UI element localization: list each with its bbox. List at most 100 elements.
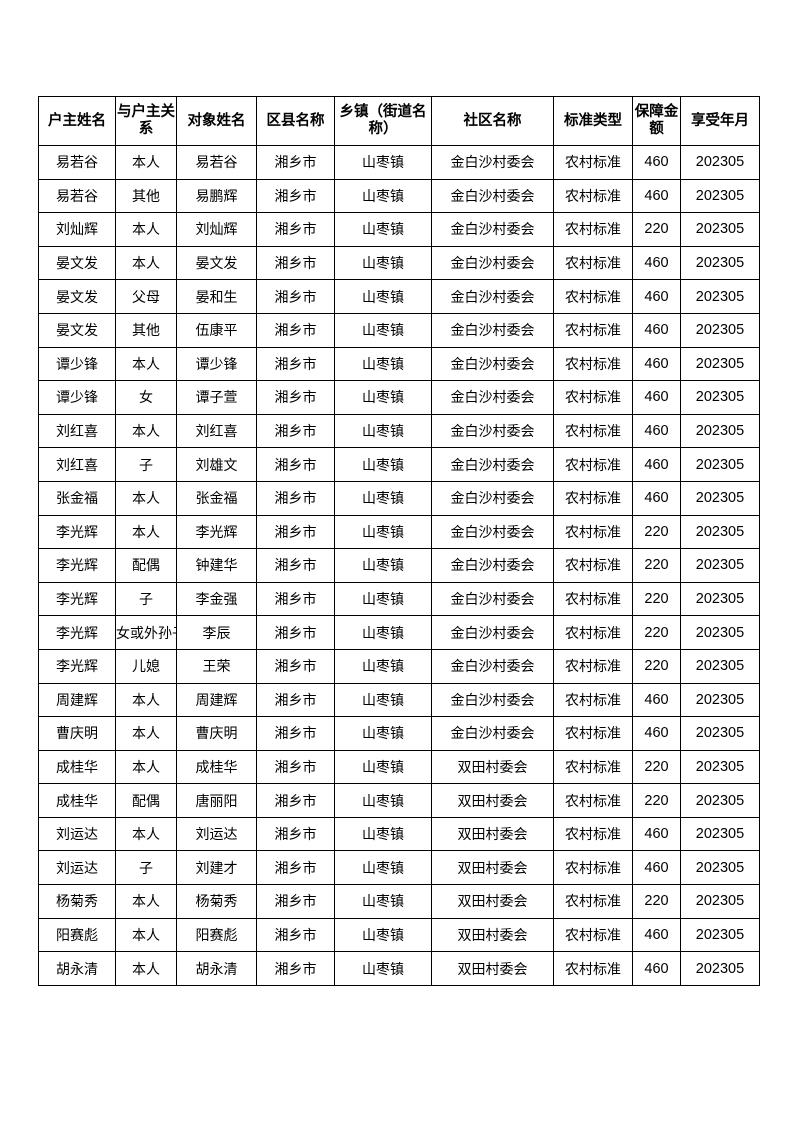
cell-month: 202305 <box>680 716 760 751</box>
cell-relation: 本人 <box>115 682 177 718</box>
cell-month: 202305 <box>680 548 760 583</box>
cell-community: 金白沙村委会 <box>431 716 554 751</box>
cell-amount: 460 <box>632 145 681 180</box>
cell-recipient-name: 晏文发 <box>176 245 257 281</box>
cell-standard-type: 农村标准 <box>553 548 633 583</box>
cell-community: 金白沙村委会 <box>431 380 554 415</box>
cell-amount: 460 <box>632 850 681 886</box>
cell-town: 山枣镇 <box>334 581 432 617</box>
table-row: 阳赛彪 本人 阳赛彪 湘乡市 山枣镇 双田村委会 农村标准 460 202305 <box>38 917 760 953</box>
cell-amount: 460 <box>632 346 681 382</box>
cell-town: 山枣镇 <box>334 480 432 516</box>
cell-standard-type: 农村标准 <box>553 346 633 382</box>
cell-month: 202305 <box>680 514 760 550</box>
cell-recipient-name: 谭少锋 <box>176 346 257 382</box>
table-row: 刘灿辉 本人 刘灿辉 湘乡市 山枣镇 金白沙村委会 农村标准 220 202305 <box>38 212 760 247</box>
cell-community: 金白沙村委会 <box>431 312 554 348</box>
cell-householder-name: 谭少锋 <box>38 380 116 415</box>
cell-householder-name: 成桂华 <box>38 749 116 785</box>
cell-recipient-name: 王荣 <box>176 648 257 684</box>
cell-community: 金白沙村委会 <box>431 178 554 214</box>
cell-standard-type: 农村标准 <box>553 682 633 718</box>
cell-amount: 460 <box>632 917 681 953</box>
cell-recipient-name: 刘灿辉 <box>176 212 257 247</box>
cell-month: 202305 <box>680 615 760 650</box>
cell-amount: 460 <box>632 380 681 415</box>
cell-standard-type: 农村标准 <box>553 178 633 214</box>
cell-month: 202305 <box>680 816 760 852</box>
cell-community: 金白沙村委会 <box>431 480 554 516</box>
cell-relation: 本人 <box>115 917 177 953</box>
cell-community: 金白沙村委会 <box>431 648 554 684</box>
cell-amount: 460 <box>632 178 681 214</box>
cell-amount: 220 <box>632 581 681 617</box>
cell-county: 湘乡市 <box>256 884 335 919</box>
cell-month: 202305 <box>680 884 760 919</box>
cell-relation: 本人 <box>115 951 177 986</box>
cell-householder-name: 刘红喜 <box>38 447 116 482</box>
cell-standard-type: 农村标准 <box>553 145 633 180</box>
cell-relation: 本人 <box>115 884 177 919</box>
table-row: 刘红喜子刘雄文 湘乡市 山枣镇 金白沙村委会 农村标准 460 202305 <box>38 447 760 482</box>
cell-town: 山枣镇 <box>334 917 432 953</box>
cell-householder-name: 晏文发 <box>38 279 116 314</box>
cell-standard-type: 农村标准 <box>553 951 633 986</box>
table-row: 谭少锋女谭子萱 湘乡市 山枣镇 金白沙村委会 农村标准 460 202305 <box>38 380 760 415</box>
cell-amount: 460 <box>632 279 681 314</box>
cell-standard-type: 农村标准 <box>553 749 633 785</box>
cell-town: 山枣镇 <box>334 245 432 281</box>
cell-householder-name: 李光辉 <box>38 615 116 650</box>
cell-standard-type: 农村标准 <box>553 716 633 751</box>
cell-town: 山枣镇 <box>334 346 432 382</box>
cell-amount: 220 <box>632 648 681 684</box>
cell-community: 金白沙村委会 <box>431 245 554 281</box>
cell-month: 202305 <box>680 480 760 516</box>
cell-month: 202305 <box>680 581 760 617</box>
cell-town: 山枣镇 <box>334 380 432 415</box>
cell-relation: 女 <box>115 380 177 415</box>
table-row: 谭少锋 本人 谭少锋 湘乡市 山枣镇 金白沙村委会 农村标准 460 202305 <box>38 346 760 382</box>
table-row: 易若谷 本人 易若谷 湘乡市 山枣镇 金白沙村委会 农村标准 460 202305 <box>38 145 760 180</box>
cell-amount: 460 <box>632 951 681 986</box>
cell-recipient-name: 伍康平 <box>176 312 257 348</box>
cell-householder-name: 刘运达 <box>38 816 116 852</box>
cell-county: 湘乡市 <box>256 548 335 583</box>
cell-standard-type: 农村标准 <box>553 783 633 818</box>
cell-county: 湘乡市 <box>256 615 335 650</box>
table-row: 晏文发 其他 伍康平 湘乡市 山枣镇 金白沙村委会 农村标准 460 202305 <box>38 312 760 348</box>
cell-relation: 其他 <box>115 178 177 214</box>
cell-town: 山枣镇 <box>334 850 432 886</box>
cell-amount: 460 <box>632 716 681 751</box>
table-row: 曹庆明 本人 曹庆明 湘乡市 山枣镇 金白沙村委会 农村标准 460 202305 <box>38 716 760 751</box>
cell-month: 202305 <box>680 917 760 953</box>
cell-householder-name: 谭少锋 <box>38 346 116 382</box>
header-standard-type: 标准类型 <box>553 96 633 146</box>
cell-town: 山枣镇 <box>334 716 432 751</box>
cell-county: 湘乡市 <box>256 245 335 281</box>
table-row: 李光辉 配偶 钟建华 湘乡市 山枣镇 金白沙村委会 农村标准 220 202305 <box>38 548 760 583</box>
cell-relation: 女或外孙子 <box>115 615 177 650</box>
cell-relation: 配偶 <box>115 548 177 583</box>
cell-relation: 本人 <box>115 245 177 281</box>
cell-relation: 本人 <box>115 716 177 751</box>
table-row: 成桂华 本人 成桂华 湘乡市 山枣镇 双田村委会 农村标准 220 202305 <box>38 749 760 785</box>
cell-community: 金白沙村委会 <box>431 413 554 449</box>
cell-householder-name: 周建辉 <box>38 682 116 718</box>
cell-standard-type: 农村标准 <box>553 816 633 852</box>
cell-recipient-name: 钟建华 <box>176 548 257 583</box>
cell-recipient-name: 刘红喜 <box>176 413 257 449</box>
cell-relation: 本人 <box>115 816 177 852</box>
cell-recipient-name: 谭子萱 <box>176 380 257 415</box>
cell-relation: 子 <box>115 447 177 482</box>
cell-standard-type: 农村标准 <box>553 312 633 348</box>
header-householder-name: 户主姓名 <box>38 96 116 146</box>
cell-community: 金白沙村委会 <box>431 346 554 382</box>
cell-relation: 本人 <box>115 514 177 550</box>
table-row: 成桂华 配偶 唐丽阳 湘乡市 山枣镇 双田村委会 农村标准 220 202305 <box>38 783 760 818</box>
cell-relation: 本人 <box>115 346 177 382</box>
cell-amount: 460 <box>632 480 681 516</box>
cell-town: 山枣镇 <box>334 178 432 214</box>
cell-householder-name: 易若谷 <box>38 178 116 214</box>
cell-community: 金白沙村委会 <box>431 548 554 583</box>
cell-month: 202305 <box>680 245 760 281</box>
